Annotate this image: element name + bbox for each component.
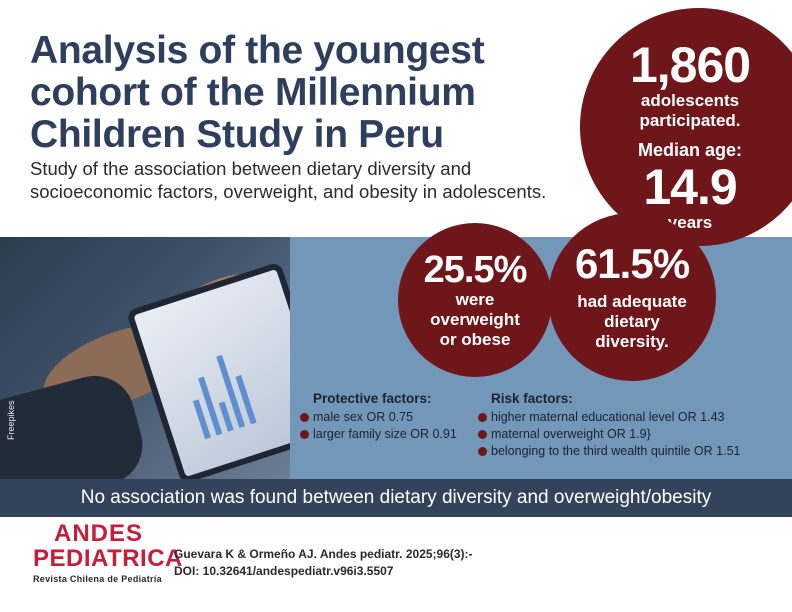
median-age-value: 14.9	[643, 159, 737, 215]
factor-text: male sex OR 0.75	[313, 410, 414, 424]
diversity-label: dietary	[604, 312, 660, 331]
factor-text: higher maternal educational level OR 1.4…	[491, 410, 725, 424]
risk-factors: Risk factors: higher maternal educationa…	[478, 391, 740, 460]
overweight-label: overweight	[430, 310, 520, 329]
bullet-icon	[300, 430, 309, 439]
list-item: larger family size OR 0.91	[300, 426, 457, 443]
list-item: higher maternal educational level OR 1.4…	[478, 409, 740, 426]
participants-circle: 1,860 adolescents participated. Median a…	[580, 8, 792, 246]
participants-value: 1,860	[629, 37, 751, 93]
list-item: maternal overweight OR 1.9}	[478, 426, 740, 443]
bullet-icon	[478, 413, 487, 422]
factor-text: larger family size OR 0.91	[313, 427, 457, 441]
bullet-icon	[478, 447, 487, 456]
page-subtitle: Study of the association between dietary…	[30, 157, 590, 203]
participants-label: adolescents	[640, 91, 740, 110]
citation: Guevara K & Ormeño AJ. Andes pediatr. 20…	[174, 546, 473, 580]
page-title: Analysis of the youngest cohort of the M…	[30, 30, 590, 156]
journal-logo-tagline: Revista Chilena de Pediatría	[33, 574, 162, 584]
subtitle-line: Study of the association between dietary…	[30, 158, 472, 179]
list-item: belonging to the third wealth quintile O…	[478, 443, 740, 460]
participants-label: participated.	[639, 111, 741, 130]
diversity-value: 61.5%	[574, 240, 690, 287]
bullet-icon	[300, 413, 309, 422]
list-item: male sex OR 0.75	[300, 409, 457, 426]
overweight-label: or obese	[439, 330, 511, 349]
overweight-circle: 25.5% were overweight or obese	[398, 223, 552, 377]
title-line: Analysis of the youngest	[30, 29, 485, 72]
citation-line: Guevara K & Ormeño AJ. Andes pediatr. 20…	[174, 547, 473, 561]
photo-credit: Freepikes	[6, 400, 16, 440]
diversity-label: diversity.	[595, 332, 669, 351]
title-line: cohort of the Millennium	[30, 71, 476, 114]
risk-heading: Risk factors:	[491, 391, 573, 406]
title-line: Children Study in Peru	[30, 113, 444, 156]
factor-text: belonging to the third wealth quintile O…	[491, 444, 741, 458]
median-age-label: Median age:	[637, 140, 743, 160]
journal-logo-line1: ANDES	[54, 520, 144, 547]
factor-text: maternal overweight OR 1.9}	[491, 427, 651, 441]
overweight-label: were	[455, 290, 495, 309]
citation-doi: DOI: 10.32641/andespediatr.v96i3.5507	[174, 564, 394, 578]
diversity-circle: 61.5% had adequate dietary diversity.	[548, 213, 716, 381]
overweight-value: 25.5%	[423, 249, 528, 291]
bullet-icon	[478, 430, 487, 439]
diversity-label: had adequate	[577, 292, 687, 311]
protective-heading: Protective factors:	[313, 391, 432, 406]
conclusion-banner: No association was found between dietary…	[0, 479, 792, 517]
subtitle-line: socioeconomic factors, overweight, and o…	[30, 181, 547, 202]
protective-factors: Protective factors: male sex OR 0.75 lar…	[300, 391, 457, 443]
journal-logo-line2: PEDIATRICA	[33, 545, 183, 572]
